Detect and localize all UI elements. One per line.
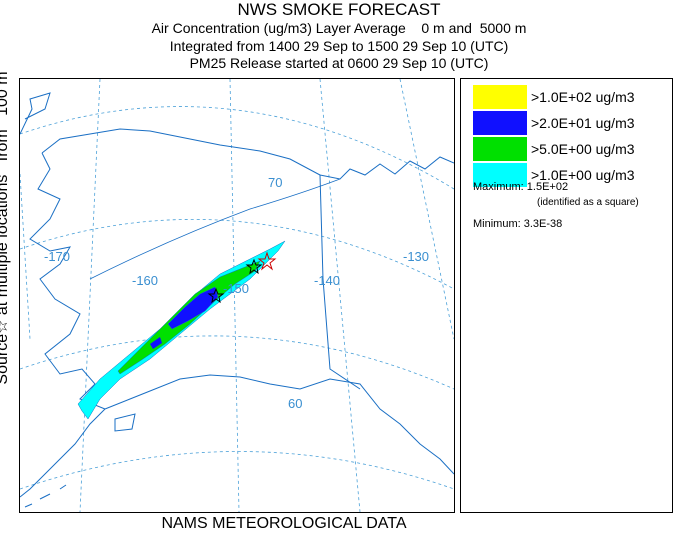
legend-item: >1.0E+00 ug/m3 <box>473 163 635 187</box>
lon-label-130: -130 <box>403 249 429 264</box>
graticule <box>20 79 454 512</box>
map-panel: -170 -160 -150 -140 -130 70 60 <box>19 78 455 513</box>
russia-coast <box>20 92 51 135</box>
source-star-1 <box>257 251 277 271</box>
lat-line-65 <box>20 219 454 290</box>
smoke-plume <box>77 240 286 420</box>
alaska-peninsula <box>20 408 106 498</box>
concentration-subtitle: Air Concentration (ug/m3) Layer Average … <box>151 20 527 36</box>
lon-label-150: -150 <box>223 281 249 296</box>
canada-arctic-coast <box>319 156 454 180</box>
lat-line-70 <box>20 106 454 190</box>
legend-item: >2.0E+01 ug/m3 <box>473 111 635 135</box>
legend-swatch <box>473 163 527 187</box>
lon-label-140: -140 <box>314 273 340 288</box>
legend-label: >1.0E+00 ug/m3 <box>531 167 635 183</box>
yukon-river <box>89 178 341 280</box>
source-star-2 <box>245 258 263 275</box>
lon-line-160 <box>79 79 101 512</box>
maximum-value: Maximum: 1.5E+02 <box>473 181 569 193</box>
source-locations-label: Source☆ at multiple locations from 100 m <box>0 71 11 385</box>
legend-item: >1.0E+02 ug/m3 <box>473 85 635 109</box>
lat-line-55 <box>20 451 454 490</box>
north-slope-coast <box>41 128 321 176</box>
lat-line-60 <box>20 335 454 390</box>
plume-level-20-small <box>150 337 162 349</box>
canada-border <box>319 174 361 390</box>
source-markers <box>207 251 277 304</box>
lon-label-160: -160 <box>132 273 158 288</box>
legend-label: >5.0E+00 ug/m3 <box>531 141 635 157</box>
lon-line-150 <box>229 79 240 512</box>
release-subtitle: PM25 Release started at 0600 29 Sep 10 (… <box>189 55 489 71</box>
lon-line-170 <box>20 173 31 340</box>
forecast-title: NWS SMOKE FORECAST <box>237 0 441 19</box>
west-coast <box>29 152 106 410</box>
kodiak-island <box>114 413 136 432</box>
legend-item: >5.0E+00 ug/m3 <box>473 137 635 161</box>
lon-label-170: -170 <box>44 249 70 264</box>
graticule-labels: -170 -160 -150 -140 -130 70 60 <box>44 175 429 411</box>
aleutian-islands <box>24 484 67 508</box>
legend-swatch <box>473 111 527 135</box>
lat-label-70: 70 <box>268 175 282 190</box>
lat-label-60: 60 <box>288 396 302 411</box>
alaska-map: -170 -160 -150 -140 -130 70 60 <box>20 79 454 512</box>
meteorological-data-label: NAMS METEOROLOGICAL DATA <box>161 515 407 532</box>
coastline <box>20 92 454 508</box>
legend-panel: >1.0E+02 ug/m3 >2.0E+01 ug/m3 >5.0E+00 u… <box>460 78 673 513</box>
plume-level-20 <box>167 286 219 330</box>
lon-line-140 <box>319 79 361 512</box>
minimum-value: Minimum: 3.3E-38 <box>473 218 563 230</box>
integration-subtitle: Integrated from 1400 29 Sep to 1500 29 S… <box>169 38 509 54</box>
source-star-3 <box>207 287 225 304</box>
lon-line-130 <box>399 79 454 340</box>
legend-label: >2.0E+01 ug/m3 <box>531 115 635 131</box>
south-coast <box>104 374 454 475</box>
maximum-note: (identified as a square) <box>537 197 639 208</box>
legend-label: >1.0E+02 ug/m3 <box>531 89 635 105</box>
legend-swatch <box>473 85 527 109</box>
legend-swatch <box>473 137 527 161</box>
